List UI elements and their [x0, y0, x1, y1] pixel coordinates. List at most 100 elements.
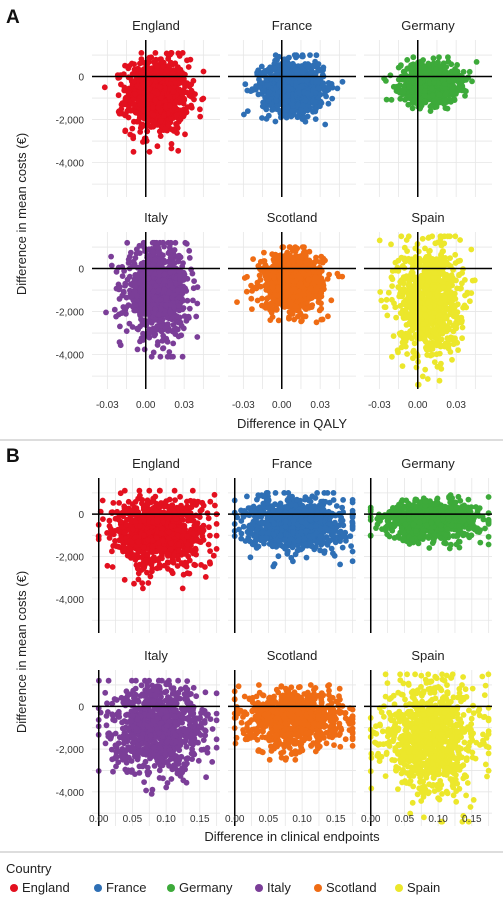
data-point — [176, 314, 183, 321]
data-point — [146, 80, 152, 87]
facet-title: England — [132, 18, 180, 33]
data-point — [126, 253, 133, 260]
facet-title: Spain — [411, 210, 444, 225]
data-point — [291, 52, 298, 58]
data-point — [451, 97, 458, 103]
data-point — [139, 271, 146, 278]
data-point — [172, 100, 179, 106]
data-point — [442, 105, 449, 111]
data-point — [175, 147, 182, 154]
data-point — [179, 50, 186, 56]
data-point — [334, 270, 341, 277]
data-point — [283, 252, 289, 258]
data-point — [152, 50, 159, 56]
x-tick-label: 0.00 — [272, 400, 292, 411]
data-point — [258, 63, 265, 70]
data-point — [197, 106, 203, 113]
data-point — [271, 65, 278, 72]
data-point — [191, 278, 198, 284]
data-point — [287, 301, 294, 307]
data-point — [157, 118, 164, 125]
data-point — [155, 244, 162, 251]
data-point — [436, 91, 443, 98]
data-point — [155, 278, 162, 284]
data-point — [137, 129, 144, 135]
data-point — [185, 64, 192, 70]
data-point — [169, 71, 176, 77]
data-point — [172, 325, 179, 332]
data-point — [115, 92, 122, 99]
data-point — [108, 262, 115, 269]
data-point — [150, 288, 157, 295]
data-point — [111, 306, 118, 313]
data-point — [457, 237, 463, 243]
data-point — [167, 59, 174, 66]
data-point — [325, 100, 332, 107]
data-point — [125, 260, 132, 266]
data-point — [148, 328, 155, 334]
data-point — [137, 101, 144, 108]
data-point — [282, 112, 289, 118]
data-point — [432, 74, 439, 81]
data-point — [287, 266, 294, 273]
data-point — [315, 61, 322, 67]
data-point — [188, 87, 195, 94]
data-point — [139, 122, 146, 129]
data-point — [182, 131, 188, 138]
data-point — [116, 110, 123, 117]
data-point — [243, 288, 250, 295]
facet-france-a: France — [228, 18, 356, 197]
data-point — [121, 100, 128, 107]
data-point — [431, 97, 438, 104]
data-point — [184, 275, 191, 282]
data-point — [298, 297, 304, 303]
data-point — [313, 52, 320, 59]
data-point — [258, 80, 265, 86]
data-point — [269, 284, 276, 291]
data-point — [406, 84, 413, 90]
data-point — [273, 97, 279, 104]
data-point — [462, 92, 468, 99]
data-point — [159, 337, 166, 344]
data-point — [156, 128, 163, 135]
data-point — [292, 244, 299, 251]
data-point — [113, 313, 119, 320]
data-point — [154, 143, 161, 150]
data-point — [155, 287, 162, 293]
data-point — [275, 317, 282, 324]
data-point — [140, 113, 146, 120]
data-point — [157, 317, 164, 324]
data-point — [299, 303, 306, 309]
data-point — [119, 273, 126, 279]
data-point — [270, 269, 277, 275]
x-tick-label: 0.03 — [174, 400, 194, 411]
data-point — [161, 271, 168, 278]
data-point — [172, 331, 179, 337]
data-point — [385, 289, 392, 296]
data-point — [285, 84, 292, 91]
data-point — [186, 255, 193, 261]
data-point — [313, 293, 320, 299]
data-point — [442, 64, 449, 71]
data-point — [125, 93, 131, 100]
data-point — [153, 56, 159, 63]
data-point — [284, 98, 291, 105]
y-tick-label: 0 — [78, 73, 84, 84]
data-point — [252, 284, 259, 291]
data-point — [200, 68, 207, 75]
data-point — [135, 326, 142, 333]
data-point — [131, 78, 137, 85]
data-point — [170, 126, 177, 133]
data-point — [272, 118, 279, 125]
data-point — [186, 247, 193, 254]
facet-title: Italy — [144, 210, 168, 225]
x-tick-label: -0.03 — [96, 400, 119, 411]
data-point — [275, 74, 281, 81]
facet-title: France — [272, 18, 312, 33]
data-point — [395, 76, 402, 83]
data-point — [249, 306, 255, 312]
data-point — [180, 260, 186, 266]
data-point — [383, 78, 389, 84]
